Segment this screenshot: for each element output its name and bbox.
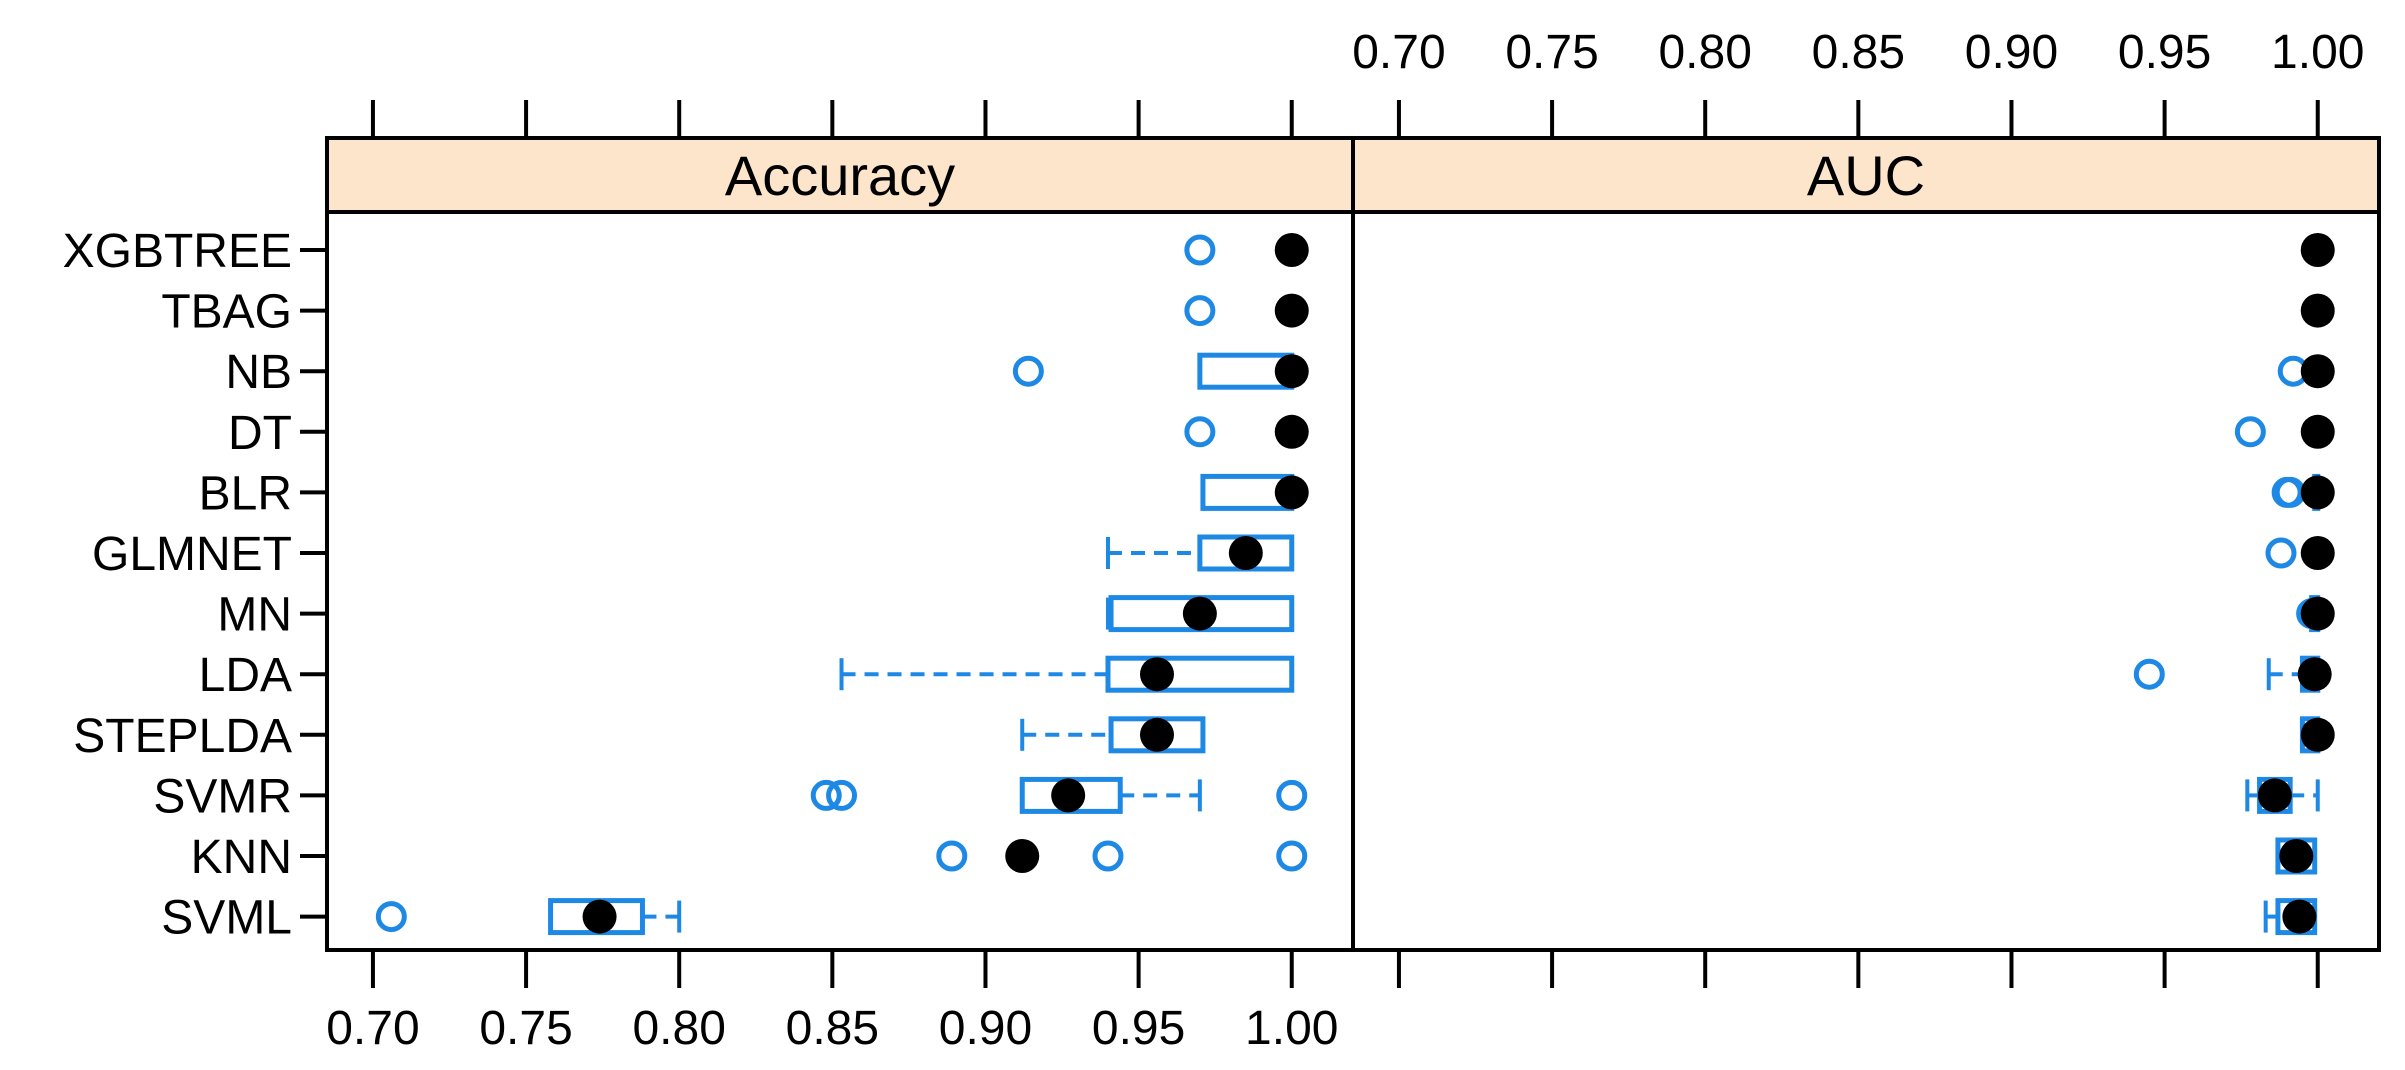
auc-strip-label: AUC bbox=[1807, 144, 1925, 207]
median-dot bbox=[1182, 596, 1217, 631]
box-auc-mn bbox=[2296, 595, 2335, 633]
auc-tick-label: 0.80 bbox=[1658, 26, 1751, 79]
outlier-point bbox=[1184, 234, 1216, 266]
median-dot bbox=[1274, 414, 1309, 449]
median-dot bbox=[2300, 233, 2335, 267]
category-label-lda: LDA bbox=[199, 649, 292, 702]
auc-tick-label: 0.75 bbox=[1505, 26, 1598, 79]
category-label-dt: DT bbox=[228, 407, 292, 460]
median-dot bbox=[2282, 899, 2317, 934]
median-dot bbox=[1274, 293, 1309, 328]
accuracy-tick-label: 0.90 bbox=[939, 1002, 1032, 1055]
median-dot bbox=[1274, 233, 1309, 267]
outlier-point bbox=[810, 779, 842, 811]
box-auc-glmnet bbox=[2265, 536, 2335, 570]
auc-tick-label: 1.00 bbox=[2271, 26, 2364, 79]
auc-panel-frame bbox=[1351, 136, 2381, 952]
accuracy-tick-label: 0.80 bbox=[632, 1002, 725, 1055]
auc-tick-label: 0.70 bbox=[1352, 26, 1445, 79]
box-auc-knn bbox=[2275, 837, 2318, 875]
outlier-point bbox=[2133, 658, 2165, 690]
box-auc-xgbtree bbox=[2300, 233, 2335, 267]
outlier-point bbox=[936, 840, 968, 872]
median-dot bbox=[582, 899, 617, 934]
outlier-point bbox=[2265, 537, 2297, 569]
box-auc-dt bbox=[2234, 414, 2335, 449]
box-accuracy-knn bbox=[936, 839, 1308, 873]
median-dot bbox=[1274, 475, 1309, 510]
outlier-point bbox=[826, 779, 858, 811]
auc-tick-label: 0.95 bbox=[2118, 26, 2211, 79]
median-dot bbox=[2297, 657, 2332, 692]
outlier-point bbox=[2271, 476, 2303, 508]
box-auc-steplda bbox=[2299, 716, 2335, 754]
accuracy-tick-label: 0.75 bbox=[479, 1002, 572, 1055]
box-auc-lda bbox=[2133, 655, 2332, 693]
box-auc-svml bbox=[2263, 898, 2318, 936]
chart-marks bbox=[375, 233, 2335, 936]
category-label-tbag: TBAG bbox=[161, 286, 292, 339]
category-label-mn: MN bbox=[217, 589, 292, 642]
panel-backgrounds bbox=[327, 138, 2379, 212]
median-dot bbox=[1274, 354, 1309, 389]
box-auc-svmr bbox=[2245, 776, 2320, 814]
box-accuracy-mn bbox=[1105, 595, 1295, 633]
median-dot bbox=[1139, 717, 1174, 752]
median-dot bbox=[1005, 839, 1040, 873]
iqr-box bbox=[1105, 655, 1295, 693]
box-auc-nb bbox=[2277, 354, 2335, 389]
box-accuracy-blr bbox=[1200, 473, 1309, 511]
outlier-point bbox=[1276, 840, 1308, 872]
accuracy-strip-label: Accuracy bbox=[725, 144, 955, 207]
outlier-point bbox=[1276, 779, 1308, 811]
box-accuracy-dt bbox=[1184, 414, 1309, 449]
box-accuracy-steplda bbox=[1020, 716, 1206, 754]
outlier-point bbox=[375, 901, 407, 933]
box-accuracy-tbag bbox=[1184, 293, 1309, 328]
box-auc-tbag bbox=[2300, 293, 2335, 328]
category-label-glmnet: GLMNET bbox=[92, 528, 292, 581]
accuracy-tick-label: 0.70 bbox=[326, 1002, 419, 1055]
category-label-nb: NB bbox=[225, 346, 292, 399]
category-label-blr: BLR bbox=[199, 467, 292, 520]
box-accuracy-lda bbox=[839, 655, 1295, 693]
outlier-point bbox=[1184, 295, 1216, 327]
chart-axes: Accuracy 0.70 0.75 0.80 0.85 0.90 0.95 1.00 AUC 0… bbox=[63, 26, 2381, 1055]
median-dot bbox=[2300, 414, 2335, 449]
outlier-point bbox=[1012, 355, 1044, 387]
outlier-point bbox=[1184, 416, 1216, 448]
box-auc-blr bbox=[2271, 473, 2335, 511]
median-dot bbox=[2300, 475, 2335, 510]
accuracy-tick-label: 0.85 bbox=[786, 1002, 879, 1055]
median-dot bbox=[2300, 536, 2335, 570]
median-dot bbox=[2300, 293, 2335, 328]
median-dot bbox=[2300, 354, 2335, 389]
median-dot bbox=[2300, 717, 2335, 752]
category-label-svmr: SVMR bbox=[153, 770, 292, 823]
box-accuracy-nb bbox=[1012, 352, 1309, 390]
category-label-steplda: STEPLDA bbox=[73, 710, 292, 763]
auc-tick-label: 0.85 bbox=[1812, 26, 1905, 79]
category-label-svml: SVML bbox=[161, 892, 292, 945]
median-dot bbox=[1228, 536, 1263, 570]
box-accuracy-glmnet bbox=[1105, 534, 1295, 572]
outlier-point bbox=[1092, 840, 1124, 872]
accuracy-tick-label: 0.95 bbox=[1092, 1002, 1185, 1055]
auc-strip bbox=[1353, 138, 2379, 212]
accuracy-tick-label: 1.00 bbox=[1245, 1002, 1338, 1055]
median-dot bbox=[2279, 839, 2314, 873]
median-dot bbox=[1051, 778, 1086, 813]
median-dot bbox=[2257, 778, 2292, 813]
accuracy-strip bbox=[327, 138, 1353, 212]
auc-tick-label: 0.90 bbox=[1965, 26, 2058, 79]
category-label-xgbtree: XGBTREE bbox=[63, 225, 292, 278]
box-accuracy-xgbtree bbox=[1184, 233, 1309, 267]
median-dot bbox=[2300, 596, 2335, 631]
outlier-point bbox=[2234, 416, 2266, 448]
median-dot bbox=[1139, 657, 1174, 692]
box-accuracy-svmr bbox=[810, 776, 1308, 814]
category-label-knn: KNN bbox=[191, 831, 292, 884]
box-accuracy-svml bbox=[375, 898, 682, 936]
